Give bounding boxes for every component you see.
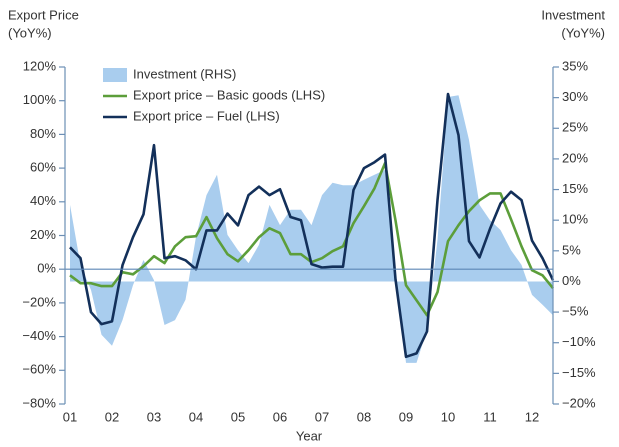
y2-tick-label: 15%	[562, 181, 588, 196]
y-tick-label: −60%	[22, 362, 56, 377]
legend-label: Investment (RHS)	[133, 66, 236, 81]
y-tick-label: 100%	[23, 92, 57, 107]
x-tick-label: 06	[273, 409, 287, 424]
y2-tick-label: 10%	[562, 212, 588, 227]
y2-tick-label: 0%	[562, 273, 581, 288]
y-axis-label: (YoY%)	[8, 25, 52, 40]
y-tick-label: −20%	[22, 294, 56, 309]
y2-tick-label: −15%	[562, 365, 596, 380]
x-axis-label: Year	[296, 428, 323, 443]
x-tick-label: 02	[105, 409, 119, 424]
x-tick-label: 03	[147, 409, 161, 424]
legend-label: Export price – Basic goods (LHS)	[133, 87, 325, 102]
y-tick-label: 120%	[23, 58, 57, 73]
x-tick-label: 01	[63, 409, 77, 424]
x-tick-label: 11	[483, 409, 497, 424]
y2-tick-label: −20%	[562, 395, 596, 410]
y-tick-label: 60%	[30, 160, 56, 175]
y-tick-label: −80%	[22, 395, 56, 410]
y-tick-label: −40%	[22, 328, 56, 343]
y2-tick-label: −10%	[562, 334, 596, 349]
y2-tick-label: 20%	[562, 150, 588, 165]
x-tick-label: 05	[231, 409, 245, 424]
y2-tick-label: 35%	[562, 58, 588, 73]
y-axis-label: Export Price	[8, 7, 79, 22]
y2-tick-label: 30%	[562, 89, 588, 104]
legend-label: Export price – Fuel (LHS)	[133, 108, 280, 123]
y2-tick-label: 5%	[562, 242, 581, 257]
y-tick-label: 80%	[30, 126, 56, 141]
x-tick-label: 04	[189, 409, 203, 424]
y-tick-label: 0%	[37, 261, 56, 276]
line	[69, 92, 555, 359]
legend-swatch	[103, 68, 127, 82]
x-tick-label: 07	[315, 409, 329, 424]
y-tick-label: 20%	[30, 227, 56, 242]
x-tick-label: 09	[399, 409, 413, 424]
x-tick-label: 12	[525, 409, 539, 424]
x-tick-label: 08	[357, 409, 371, 424]
y2-axis-label: Investment	[541, 7, 605, 22]
y2-tick-label: −5%	[562, 304, 589, 319]
x-tick-label: 10	[441, 409, 455, 424]
area	[70, 95, 553, 363]
y2-tick-label: 25%	[562, 120, 588, 135]
y-tick-label: 40%	[30, 193, 56, 208]
y2-axis-label: (YoY%)	[561, 25, 605, 40]
